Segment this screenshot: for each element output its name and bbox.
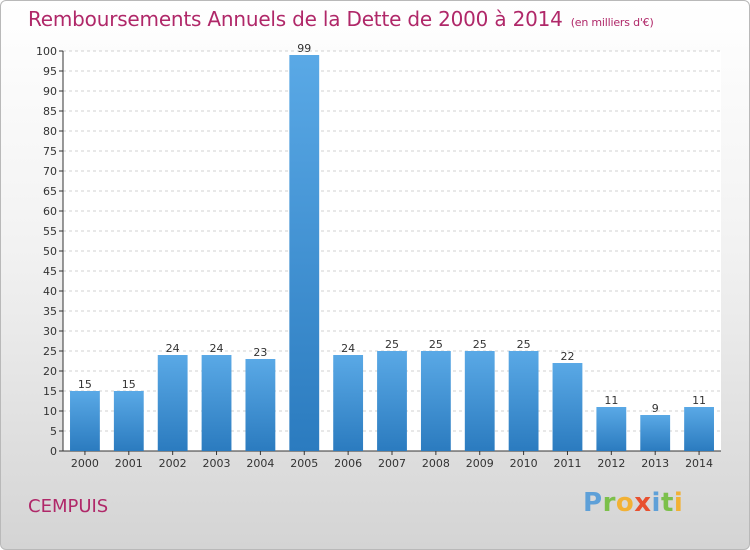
bar (377, 351, 407, 451)
data-label: 22 (560, 350, 574, 363)
y-tick-label: 95 (43, 65, 57, 78)
x-tick-label: 2013 (641, 457, 669, 470)
bar (684, 407, 714, 451)
x-tick-label: 2006 (334, 457, 362, 470)
y-tick-label: 65 (43, 185, 57, 198)
x-tick-label: 2010 (510, 457, 538, 470)
y-tick-label: 100 (36, 45, 57, 58)
y-tick-label: 25 (43, 345, 57, 358)
data-label: 25 (385, 338, 399, 351)
y-tick-label: 40 (43, 285, 57, 298)
y-tick-label: 50 (43, 245, 57, 258)
logo-letter: i (651, 488, 661, 518)
bar (552, 363, 583, 451)
data-label: 25 (429, 338, 443, 351)
data-label: 25 (473, 338, 487, 351)
data-label: 24 (210, 342, 224, 355)
bar (113, 391, 144, 451)
bar (70, 391, 100, 451)
data-label: 25 (517, 338, 531, 351)
proxiti-logo: Proxiti (583, 488, 683, 518)
data-label: 15 (122, 378, 136, 391)
logo-letter: i (673, 488, 684, 518)
y-tick-label: 80 (43, 125, 57, 138)
y-tick-label: 90 (43, 85, 57, 98)
x-tick-label: 2000 (71, 457, 99, 470)
y-tick-label: 85 (43, 105, 57, 118)
y-tick-label: 0 (50, 445, 57, 458)
y-tick-label: 45 (43, 265, 57, 278)
y-tick-label: 55 (43, 225, 57, 238)
commune-name: CEMPUIS (28, 496, 109, 517)
data-label: 24 (166, 342, 180, 355)
data-label: 9 (652, 402, 659, 415)
chart-title-text: Remboursements Annuels de la Dette de 20… (28, 7, 563, 31)
x-tick-label: 2005 (290, 457, 318, 470)
x-tick-label: 2009 (466, 457, 494, 470)
y-tick-label: 30 (43, 325, 57, 338)
logo-letter: t (660, 488, 674, 518)
y-tick-label: 15 (43, 385, 57, 398)
logo-letter: o (615, 488, 635, 518)
data-label: 23 (253, 346, 267, 359)
bar (157, 355, 188, 451)
bar (640, 415, 671, 451)
data-label: 24 (341, 342, 355, 355)
bar (201, 355, 232, 451)
y-tick-label: 35 (43, 305, 57, 318)
x-tick-label: 2004 (246, 457, 274, 470)
x-tick-label: 2001 (115, 457, 143, 470)
x-tick-label: 2012 (597, 457, 625, 470)
data-label: 11 (692, 394, 706, 407)
x-tick-label: 2003 (203, 457, 231, 470)
chart-title: Remboursements Annuels de la Dette de 20… (28, 7, 654, 31)
bar (289, 55, 320, 451)
bar (508, 351, 539, 451)
y-tick-label: 10 (43, 405, 57, 418)
x-tick-label: 2007 (378, 457, 406, 470)
data-label: 11 (604, 394, 618, 407)
x-tick-label: 2008 (422, 457, 450, 470)
logo-letter: x (634, 488, 652, 518)
y-tick-label: 60 (43, 205, 57, 218)
x-tick-label: 2011 (553, 457, 581, 470)
y-tick-label: 20 (43, 365, 57, 378)
y-tick-label: 5 (50, 425, 57, 438)
data-label: 99 (297, 42, 311, 55)
bar (420, 351, 451, 451)
bar (596, 407, 627, 451)
data-label: 15 (78, 378, 92, 391)
bar (464, 351, 495, 451)
chart-unit: (en milliers d'€) (570, 16, 654, 29)
logo-letter: P (583, 488, 603, 518)
y-tick-label: 75 (43, 145, 57, 158)
x-tick-label: 2002 (159, 457, 187, 470)
logo-letter: r (602, 488, 616, 518)
bar (245, 359, 276, 451)
y-tick-label: 70 (43, 165, 57, 178)
x-tick-label: 2014 (685, 457, 713, 470)
bar (333, 355, 364, 451)
